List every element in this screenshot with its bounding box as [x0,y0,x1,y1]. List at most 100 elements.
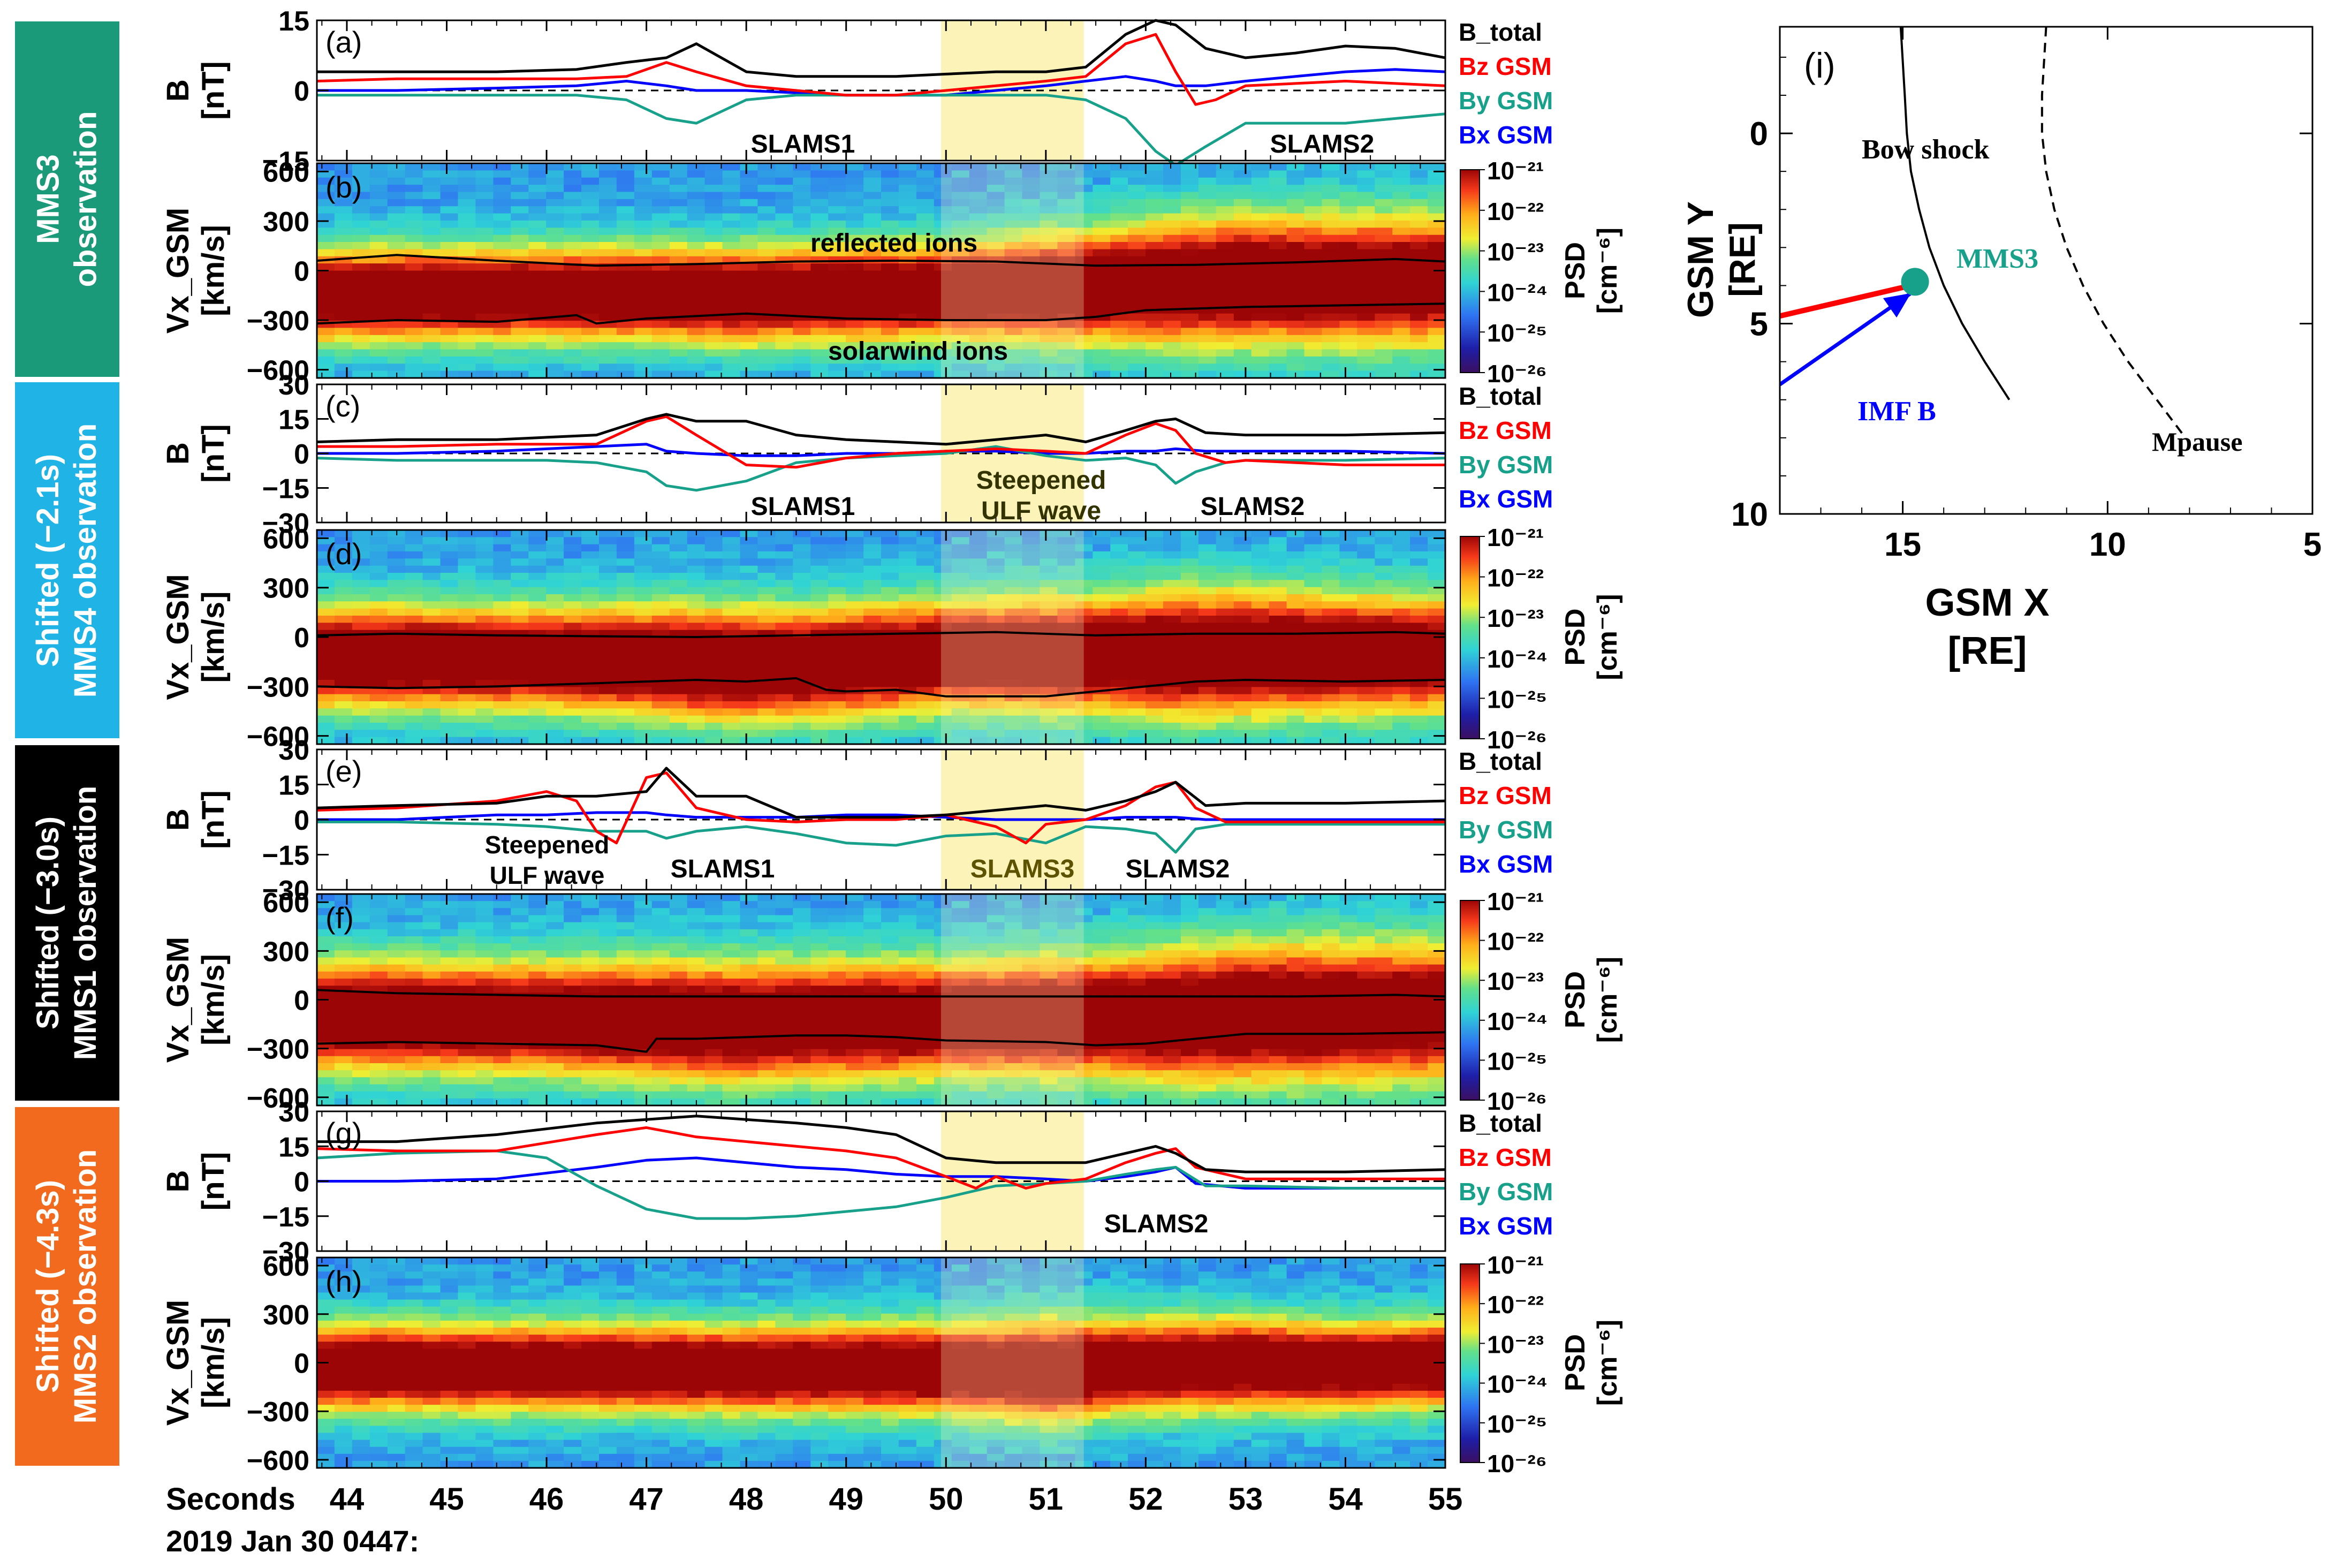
heatmap-cell [599,363,617,372]
heatmap-cell [863,170,882,178]
heatmap-cell [1339,356,1358,365]
heatmap-cell [757,623,776,631]
heatmap-cell [634,565,653,573]
heatmap-cell [722,730,741,738]
heatmap-cell [1093,580,1111,588]
heatmap-cell [564,1006,582,1014]
heatmap-cell [1357,672,1375,680]
heatmap-cell [704,335,723,343]
heatmap-cell [334,335,353,343]
heatmap-cell [1322,551,1340,559]
heatmap-cell [1146,199,1164,207]
heatmap-cell [493,901,512,909]
heatmap-cell [317,658,335,666]
heatmap-cell [334,558,353,566]
heatmap-cell [511,199,529,207]
heatmap-cell [916,730,935,738]
heatmap-cell [405,986,423,994]
heatmap-cell [334,1013,353,1021]
heatmap-cell [1075,587,1093,595]
heatmap-cell [881,608,899,616]
heatmap-cell [1110,199,1128,207]
heatmap-cell [1357,163,1375,171]
heatmap-cell [1128,370,1146,378]
heatmap-cell [352,565,370,573]
heatmap-cell [317,901,335,909]
heatmap-cell [704,594,723,602]
heatmap-cell [352,929,370,937]
heatmap-cell [475,299,494,307]
heatmap-cell [793,644,811,652]
heatmap-cell [405,363,423,372]
heatmap-cell [863,680,882,688]
heatmap-cell [1269,306,1287,314]
heatmap-cell [722,335,741,343]
heatmap-cell [475,687,494,695]
heatmap-cell [987,637,1005,645]
heatmap-cell [1146,594,1164,602]
heatmap-cell [334,206,353,214]
heatmap-cell [1057,285,1076,293]
heatmap-cell [1251,228,1270,236]
heatmap-cell [581,1056,600,1064]
heatmap-cell [828,623,846,631]
heatmap-cell [475,1056,494,1064]
heatmap-cell [1410,723,1428,731]
heatmap-cell [1339,672,1358,680]
heatmap-cell [334,999,353,1008]
heatmap-cell [651,723,670,731]
heatmap-cell [1110,220,1128,229]
heatmap-cell [1128,637,1146,645]
heatmap-cell [916,206,935,214]
heatmap-cell [581,658,600,666]
heatmap-cell [1180,708,1199,716]
heatmap-cell [1428,651,1446,659]
heatmap-cell [1022,299,1041,307]
heatmap-cell [1128,715,1146,723]
heatmap-cell [369,723,388,731]
heatmap-cell [634,573,653,581]
heatmap-cell [511,979,529,986]
heatmap-cell [352,1077,370,1085]
heatmap-cell [493,580,512,588]
heatmap-cell [651,730,670,738]
heatmap-cell [687,270,706,278]
heatmap-cell [1357,277,1375,286]
heatmap-cell [581,1006,600,1014]
heatmap-cell [581,242,600,250]
heatmap-cell [511,644,529,652]
heatmap-cell [1146,285,1164,293]
heatmap-cell [846,170,864,178]
heatmap-cell [1375,530,1393,538]
heatmap-cell [969,349,988,357]
heatmap-cell [599,1084,617,1092]
heatmap-cell [440,943,459,951]
heatmap-cell [1004,170,1023,178]
heatmap-cell [1146,292,1164,300]
heatmap-cell [352,177,370,185]
heatmap-cell [846,285,864,293]
heatmap-cell [1233,730,1252,738]
heatmap-cell [704,687,723,695]
heatmap-cell [722,342,741,350]
heatmap-cell [1410,213,1428,221]
heatmap-cell [334,993,353,1001]
heatmap-cell [511,971,529,979]
heatmap-cell [898,263,917,271]
heatmap-cell [1216,170,1234,178]
heatmap-cell [687,228,706,236]
heatmap-cell [458,651,476,659]
heatmap-cell [334,313,353,321]
heatmap-cell [493,922,512,930]
heatmap-cell [722,587,741,595]
heatmap-cell [1198,313,1217,321]
heatmap-cell [669,665,688,673]
heatmap-cell [1392,313,1410,321]
heatmap-cell [1392,206,1410,214]
heatmap-cell [440,616,459,624]
heatmap-cell [493,715,512,723]
heatmap-cell [546,701,564,709]
heatmap-cell [458,1028,476,1036]
heatmap-cell [828,335,846,343]
heatmap-cell [687,263,706,271]
